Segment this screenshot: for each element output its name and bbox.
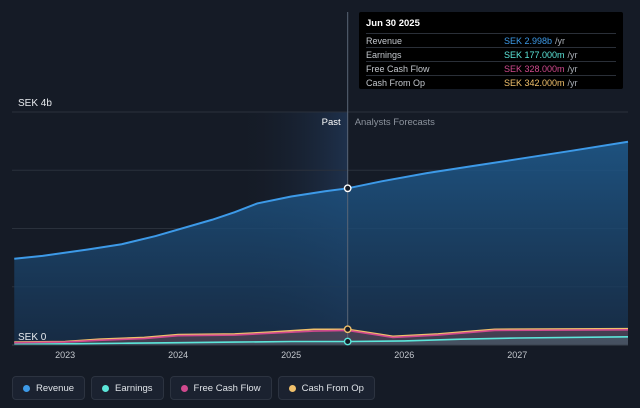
past-label: Past [322,117,341,128]
y-axis-bottom-label: SEK 0 [18,332,47,343]
tooltip-label: Cash From Op [366,77,426,88]
legend: Revenue Earnings Free Cash Flow Cash Fro… [12,376,375,400]
revenue-dot-icon [23,384,30,392]
free-cash-flow-area [14,329,628,345]
earnings-line [14,336,629,346]
tooltip-value: SEK 177.000m [504,49,565,60]
tooltip: Jun 30 2025 Revenue SEK 2.998b/yr Earnin… [359,12,623,89]
tooltip-value: SEK 342.000m [504,77,565,88]
legend-label: Free Cash Flow [193,382,261,394]
legend-label: Revenue [36,382,75,394]
tooltip-label: Free Cash Flow [366,63,430,74]
cash-from-op-marker [343,325,352,334]
tooltip-unit: /yr [555,35,566,46]
legend-item-free-cash-flow[interactable]: Free Cash Flow [169,376,272,400]
tooltip-date: Jun 30 2025 [366,18,420,29]
tooltip-row-cash-from-op: Cash From Op SEK 342.000m/yr [366,75,616,89]
tooltip-unit: /yr [567,63,578,74]
tooltip-row-free-cash-flow: Free Cash Flow SEK 328.000m/yr [366,61,616,75]
legend-item-cash-from-op[interactable]: Cash From Op [277,376,375,400]
tooltip-value: SEK 328.000m [504,63,565,74]
cash-from-op-dot-icon [288,384,296,392]
legend-label: Earnings [115,382,153,394]
tooltip-row-earnings: Earnings SEK 177.000m/yr [366,47,616,61]
x-tick-label: 2024 [168,350,188,360]
cash-from-op-line [14,327,629,343]
tooltip-row-revenue: Revenue SEK 2.998b/yr [366,33,616,47]
earnings-marker [343,337,352,346]
tooltip-label: Earnings [366,49,402,60]
free-cash-flow-dot-icon [180,384,188,392]
legend-item-revenue[interactable]: Revenue [12,376,86,400]
tooltip-unit: /yr [567,49,578,60]
tooltip-label: Revenue [366,35,403,46]
tooltip-value: SEK 2.998b [504,35,553,46]
x-tick-label: 2025 [281,350,301,360]
free-cash-flow-line [14,329,629,344]
legend-label: Cash From Op [301,382,364,394]
tooltip-unit: /yr [567,77,578,88]
revenue-area [14,141,628,345]
revenue-line [14,140,629,260]
y-axis-top-label: SEK 4b [18,98,52,109]
x-tick-label: 2023 [55,350,75,360]
legend-item-earnings[interactable]: Earnings [91,376,164,400]
x-tick-label: 2027 [507,350,527,360]
earnings-dot-icon [102,384,110,392]
forecast-label: Analysts Forecasts [355,117,435,128]
revenue-marker [343,184,352,193]
x-tick-label: 2026 [394,350,414,360]
